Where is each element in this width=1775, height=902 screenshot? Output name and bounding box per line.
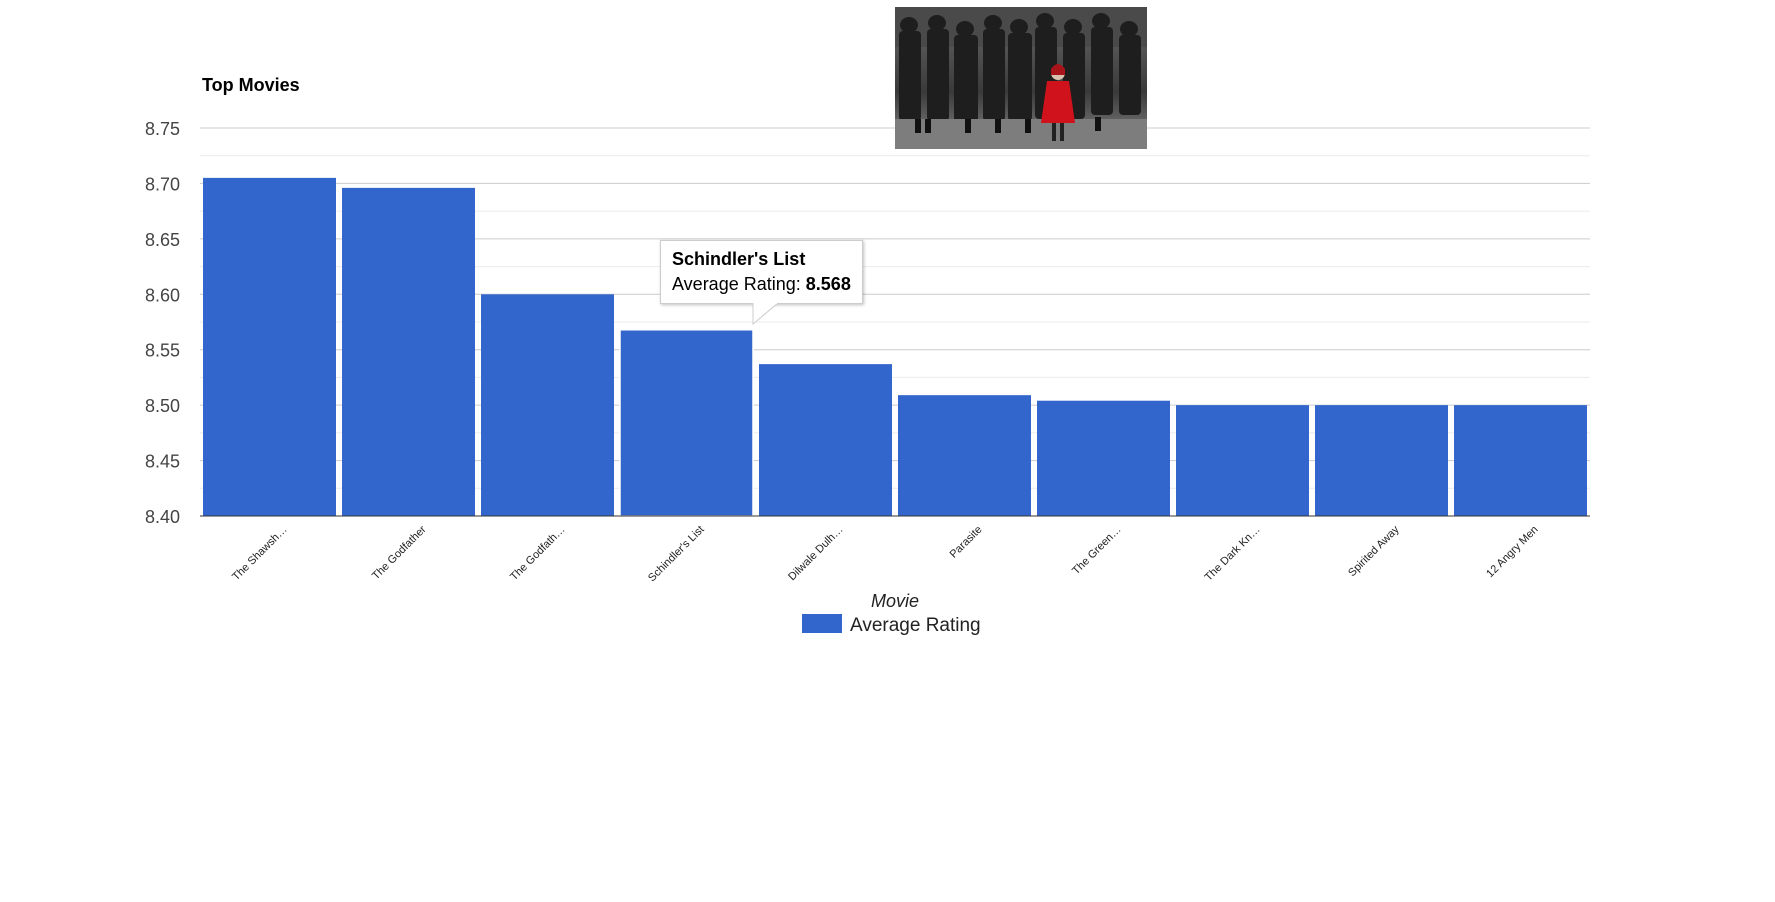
bar-6[interactable] [1037, 400, 1170, 516]
y-tick-label: 8.70 [145, 174, 180, 194]
tooltip-value: 8.568 [805, 273, 851, 294]
legend-label: Average Rating [850, 615, 981, 636]
y-tick-label: 8.60 [145, 285, 180, 305]
x-tick-label: Spirited Away [1346, 523, 1402, 579]
y-tick-label: 8.55 [145, 341, 180, 361]
x-tick-label: The Godfather [370, 523, 429, 582]
legend[interactable]: Average Rating [802, 614, 981, 636]
x-tick-label: The Shawsh… [230, 524, 290, 584]
y-tick-label: 8.65 [145, 230, 180, 250]
bars [203, 177, 1587, 517]
bar-0[interactable] [203, 177, 336, 516]
x-tick-label: The Godfath… [508, 524, 568, 584]
bar-7[interactable] [1176, 405, 1309, 516]
tooltip-title: Schindler's List [672, 248, 806, 269]
x-tick-label: Parasite [948, 524, 985, 561]
tooltip-pointer [752, 302, 779, 325]
tooltip-label: Average Rating: [672, 273, 801, 294]
y-tick-label: 8.45 [145, 452, 180, 472]
x-tick-label: Schindler's List [646, 524, 707, 585]
bar-4[interactable] [759, 364, 892, 516]
bar-5[interactable] [898, 395, 1031, 516]
x-tick-label: The Green… [1070, 524, 1123, 577]
movie-still-thumbnail [895, 7, 1147, 149]
bar-2[interactable] [481, 294, 614, 516]
x-axis-label: Movie [871, 591, 919, 611]
bar-8[interactable] [1315, 405, 1448, 516]
y-tick-label: 8.50 [145, 396, 180, 416]
chart-title: Top Movies [202, 75, 300, 95]
x-tick-label: Dilwale Dulh… [786, 524, 845, 583]
legend-swatch [802, 614, 842, 633]
bar-9[interactable] [1454, 405, 1587, 516]
chart-tooltip: Schindler's List Average Rating: 8.568 [660, 239, 863, 304]
x-tick-label: The Dark Kn… [1203, 524, 1263, 584]
y-axis-ticks: 8.40 8.45 8.50 8.55 8.60 8.65 8.70 8.75 [145, 119, 180, 527]
y-tick-label: 8.40 [145, 507, 180, 527]
x-tick-label: 12 Angry Men [1484, 524, 1540, 580]
x-axis-ticks: The Shawsh… The Godfather The Godfath… Schi… [230, 523, 1541, 584]
girl-in-red-figure [1041, 64, 1075, 141]
bar-3[interactable] [619, 329, 754, 517]
y-tick-label: 8.75 [145, 119, 180, 139]
bar-1[interactable] [342, 187, 475, 516]
